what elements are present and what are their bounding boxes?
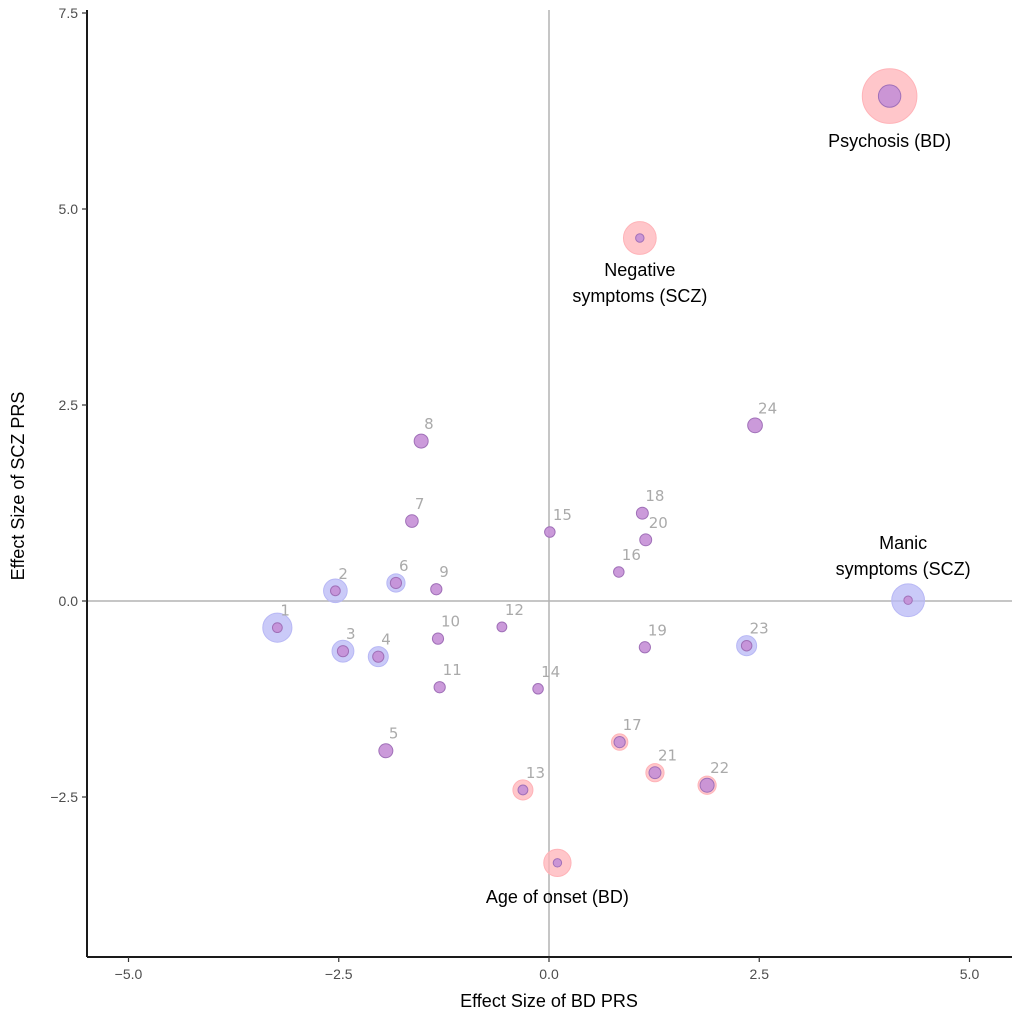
- point-label-7: 7: [415, 495, 425, 513]
- point-8-marker: [413, 433, 429, 449]
- psychosis-bd-label: Psychosis (BD): [828, 131, 951, 151]
- manic-symptoms-scz-label: symptoms (SCZ): [836, 559, 971, 579]
- point-label-1: 1: [280, 602, 290, 620]
- point-label-13: 13: [526, 764, 545, 782]
- x-axis-title: Effect Size of BD PRS: [460, 991, 638, 1011]
- x-tick-label: −5.0: [115, 966, 143, 982]
- negative-symptoms-scz-label: Negative: [604, 260, 675, 280]
- point-label-3: 3: [346, 625, 356, 643]
- negative-symptoms-scz-marker: [635, 233, 645, 243]
- point-3-marker: [336, 645, 350, 658]
- point-label-11: 11: [443, 661, 462, 679]
- x-tick-label: 5.0: [960, 966, 980, 982]
- point-4-marker: [372, 650, 385, 663]
- x-tick-label: −2.5: [325, 966, 353, 982]
- point-label-12: 12: [505, 601, 524, 619]
- point-label-17: 17: [623, 716, 642, 734]
- point-22-marker: [699, 777, 715, 793]
- point-label-23: 23: [750, 620, 769, 638]
- point-9-marker: [430, 583, 443, 596]
- x-tick-label: 0.0: [539, 966, 559, 982]
- point-label-5: 5: [389, 725, 399, 743]
- point-1-marker: [271, 622, 283, 634]
- point-21-marker: [648, 766, 662, 780]
- manic-symptoms-scz-marker: [903, 595, 913, 605]
- point-2-marker: [329, 585, 341, 597]
- negative-symptoms-scz-label: symptoms (SCZ): [572, 286, 707, 306]
- point-label-4: 4: [381, 631, 391, 649]
- point-15-marker: [544, 526, 556, 538]
- point-6-marker: [389, 576, 403, 590]
- point-20-marker: [639, 533, 653, 547]
- point-label-19: 19: [648, 621, 667, 639]
- point-10-marker: [431, 632, 445, 645]
- point-17-marker: [613, 736, 626, 749]
- point-7-marker: [405, 514, 419, 528]
- point-12-marker: [496, 621, 508, 633]
- point-label-22: 22: [710, 759, 729, 777]
- point-16-marker: [613, 566, 625, 578]
- point-label-24: 24: [758, 399, 777, 417]
- y-tick-label: −2.5: [50, 789, 78, 805]
- y-tick-label: 5.0: [59, 201, 79, 217]
- point-11-marker: [433, 681, 446, 694]
- point-label-21: 21: [658, 747, 677, 765]
- y-tick-label: 7.5: [59, 5, 79, 21]
- point-label-6: 6: [399, 557, 409, 575]
- point-label-8: 8: [424, 415, 434, 433]
- point-19-marker: [638, 641, 651, 654]
- point-14-marker: [532, 683, 544, 695]
- y-axis-title: Effect Size of SCZ PRS: [8, 392, 28, 581]
- point-label-14: 14: [541, 663, 560, 681]
- point-label-20: 20: [649, 514, 668, 532]
- psychosis-bd-marker: [877, 84, 902, 108]
- point-5-marker: [378, 743, 394, 759]
- point-label-10: 10: [441, 613, 460, 631]
- y-tick-label: 2.5: [59, 397, 79, 413]
- point-24-marker: [747, 417, 763, 434]
- point-18-marker: [635, 506, 649, 520]
- point-label-9: 9: [439, 563, 449, 581]
- y-tick-label: 0.0: [59, 593, 79, 609]
- point-label-18: 18: [645, 487, 664, 505]
- x-tick-label: 2.5: [750, 966, 770, 982]
- manic-symptoms-scz-label: Manic: [879, 533, 927, 553]
- point-label-16: 16: [622, 546, 641, 564]
- point-label-2: 2: [338, 565, 348, 583]
- age-of-onset-bd-marker: [552, 858, 563, 868]
- point-label-15: 15: [553, 506, 572, 524]
- point-23-marker: [740, 639, 753, 652]
- age-of-onset-bd-label: Age of onset (BD): [486, 887, 629, 907]
- point-13-marker: [517, 784, 529, 796]
